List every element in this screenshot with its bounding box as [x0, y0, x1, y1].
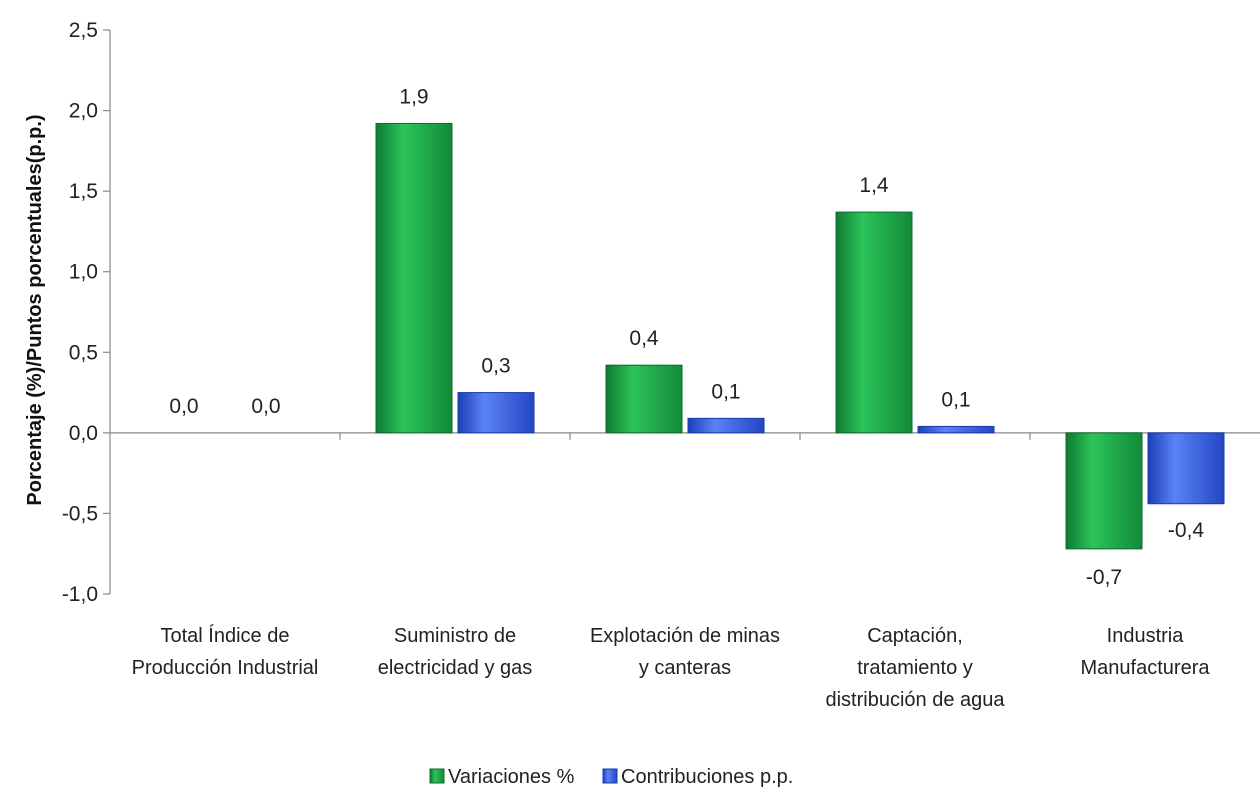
y-tick-label: -0,5 [62, 502, 98, 525]
bar-contribuciones [687, 417, 765, 434]
category-labels: Total Índice de Producción Industrial Sumi… [132, 624, 1211, 711]
data-label: 1,9 [399, 85, 428, 108]
y-tick-label: 2,5 [69, 19, 98, 42]
category-label: Producción Industrial [132, 657, 319, 679]
bar-contribuciones [457, 392, 535, 434]
bars [375, 122, 1225, 550]
y-axis-label: Porcentaje (%)/Puntos porcentuales(p.p.) [24, 114, 46, 505]
y-tick-label: 1,0 [69, 261, 98, 284]
y-tick-label: 1,5 [69, 180, 98, 203]
y-tick-label: 0,0 [69, 422, 98, 445]
data-labels: 0,0 0,0 1,9 0,3 0,4 0,1 1,4 0,1 -0,7 -0,4 [169, 85, 1204, 588]
data-label: -0,7 [1086, 566, 1122, 589]
data-label: 0,0 [169, 395, 198, 418]
data-label: 0,4 [629, 327, 659, 350]
bar-variaciones [375, 122, 453, 434]
category-label: electricidad y gas [378, 657, 533, 679]
data-label: 1,4 [859, 174, 889, 197]
category-label: Captación, [867, 625, 963, 647]
bar-contribuciones [1147, 432, 1225, 505]
legend-label: Contribuciones p.p. [621, 766, 793, 788]
bar-contribuciones [917, 425, 995, 434]
bar-variaciones [835, 211, 913, 434]
legend-swatch [602, 768, 618, 784]
legend-swatch [429, 768, 445, 784]
legend-label: Variaciones % [448, 766, 575, 788]
legend: Variaciones % Contribuciones p.p. [429, 766, 793, 788]
category-label: Industria [1107, 625, 1185, 647]
y-tick-label: 0,5 [69, 341, 98, 364]
category-label: distribución de agua [825, 689, 1005, 711]
data-label: 0,0 [251, 395, 280, 418]
data-label: 0,3 [481, 355, 510, 378]
category-label: Manufacturera [1081, 657, 1211, 679]
data-label: 0,1 [941, 388, 970, 411]
category-label: Explotación de minas [590, 625, 780, 647]
category-label: y canteras [639, 657, 731, 679]
data-label: -0,4 [1168, 519, 1205, 542]
axes: -1,0 -0,5 0,0 0,5 1,0 1,5 2,0 2,5 [62, 19, 1260, 606]
y-tick-label: 2,0 [69, 100, 98, 123]
category-label: Suministro de [394, 625, 516, 647]
category-label: Total Índice de [161, 624, 290, 647]
bar-variaciones [1065, 432, 1143, 550]
category-label: tratamiento y [857, 657, 973, 679]
data-label: 0,1 [711, 380, 740, 403]
y-tick-label: -1,0 [62, 583, 98, 606]
bar-variaciones [605, 364, 683, 434]
